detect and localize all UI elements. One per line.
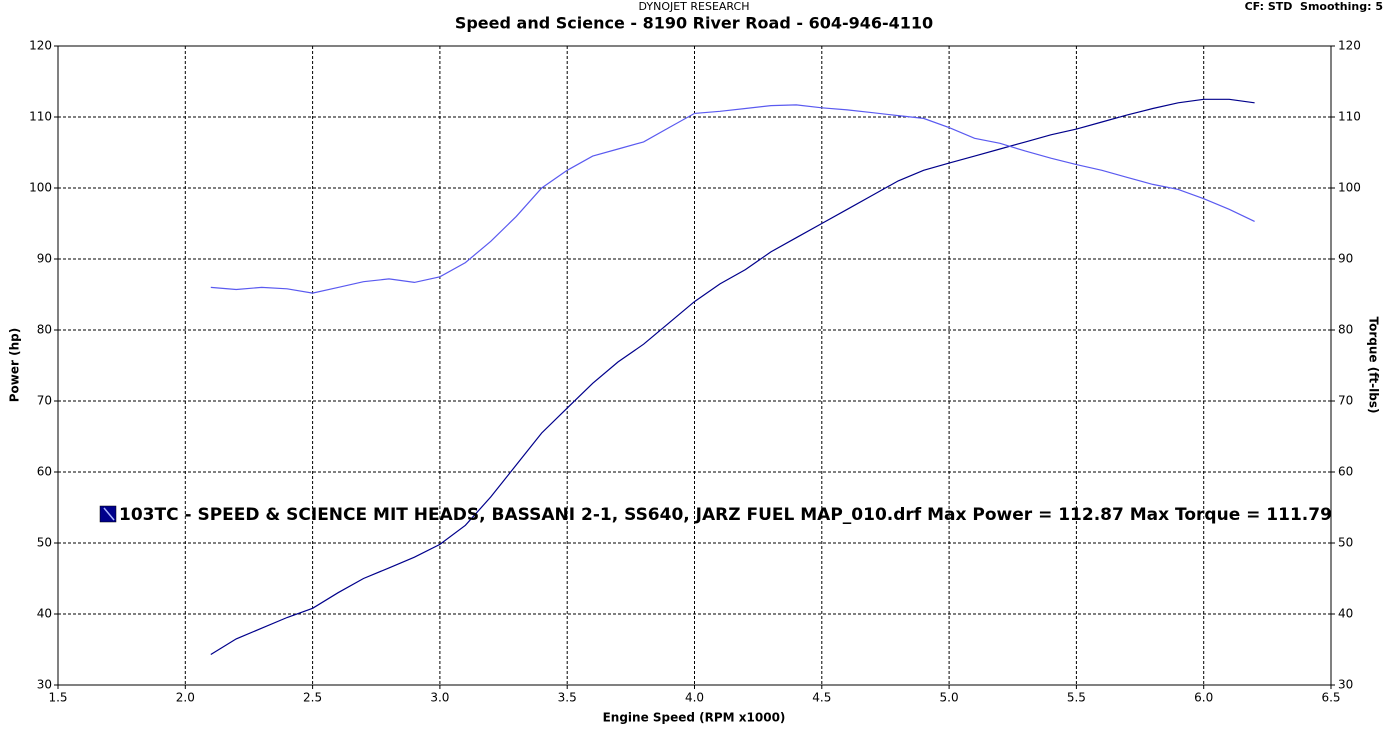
legend-label: 103TC - SPEED & SCIENCE MIT HEADS, BASSA… [119, 505, 1332, 525]
x-tick-label: 1.5 [48, 691, 67, 705]
y2-axis-label: Torque (ft-lbs) [1367, 317, 1381, 414]
y-axis-label: Power (hp) [8, 328, 22, 402]
series-line [210, 104, 1255, 294]
x-tick-label: 5.0 [940, 691, 959, 705]
x-tick-label: 5.5 [1067, 691, 1086, 705]
y-tick-label: 90 [37, 252, 52, 266]
y2-tick-label: 40 [1338, 607, 1353, 621]
y2-tick-label: 90 [1338, 252, 1353, 266]
y-tick-label: 110 [29, 110, 52, 124]
y2-tick-label: 100 [1338, 181, 1361, 195]
y2-tick-label: 70 [1338, 394, 1353, 408]
x-tick-label: 3.5 [558, 691, 577, 705]
y-tick-label: 60 [37, 465, 52, 479]
series-line [210, 98, 1255, 656]
y-tick-label: 30 [37, 678, 52, 692]
y-tick-label: 100 [29, 181, 52, 195]
chart-title: Speed and Science - 8190 River Road - 60… [455, 14, 933, 33]
y-tick-label: 120 [29, 39, 52, 53]
y-tick-label: 70 [37, 394, 52, 408]
y2-tick-label: 60 [1338, 465, 1353, 479]
y2-tick-label: 30 [1338, 678, 1353, 692]
x-tick-label: 3.0 [430, 691, 449, 705]
settings: CF: STD Smoothing: 5 [1245, 0, 1383, 13]
x-tick-label: 2.0 [176, 691, 195, 705]
y2-tick-label: 120 [1338, 39, 1361, 53]
legend-swatch-mark [103, 507, 115, 521]
y2-tick-label: 50 [1338, 536, 1353, 550]
y2-tick-label: 80 [1338, 323, 1353, 337]
x-tick-label: 4.0 [685, 691, 704, 705]
x-axis-label: Engine Speed (RPM x1000) [603, 711, 786, 725]
x-tick-label: 4.5 [812, 691, 831, 705]
y-tick-label: 40 [37, 607, 52, 621]
y2-tick-label: 110 [1338, 110, 1361, 124]
y-tick-label: 50 [37, 536, 52, 550]
x-tick-label: 2.5 [303, 691, 322, 705]
y-tick-label: 80 [37, 323, 52, 337]
x-tick-label: 6.0 [1194, 691, 1213, 705]
header: DYNOJET RESEARCH [639, 0, 750, 13]
x-tick-label: 6.5 [1321, 691, 1340, 705]
